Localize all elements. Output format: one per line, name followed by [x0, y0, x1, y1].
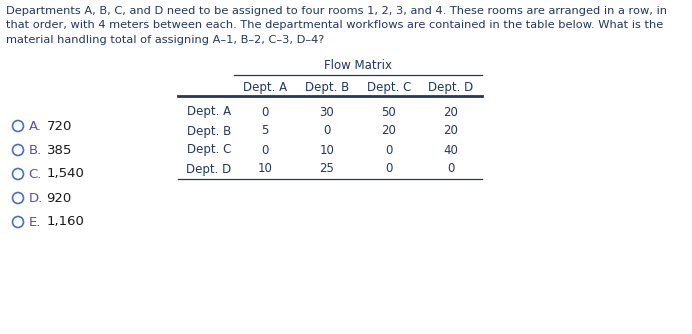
Text: 0: 0 [385, 163, 392, 175]
Text: 1,540: 1,540 [46, 167, 84, 180]
Text: 0: 0 [262, 106, 268, 119]
Text: Dept. D: Dept. D [185, 163, 231, 175]
Text: 5: 5 [262, 125, 268, 138]
Text: 0: 0 [385, 144, 392, 157]
Text: Dept. C: Dept. C [367, 81, 411, 95]
Text: A.: A. [28, 120, 42, 133]
Text: 10: 10 [320, 144, 334, 157]
Text: 385: 385 [46, 144, 72, 157]
Text: Flow Matrix: Flow Matrix [324, 59, 392, 72]
Text: Dept. A: Dept. A [187, 106, 231, 119]
Text: 920: 920 [46, 191, 72, 204]
Text: D.: D. [28, 191, 43, 204]
Text: Dept. A: Dept. A [243, 81, 287, 95]
Text: 40: 40 [444, 144, 458, 157]
Text: 20: 20 [444, 125, 458, 138]
Text: 25: 25 [320, 163, 334, 175]
Text: 0: 0 [323, 125, 331, 138]
Text: 0: 0 [262, 144, 268, 157]
Text: Dept. C: Dept. C [187, 144, 231, 157]
Text: 20: 20 [444, 106, 458, 119]
Text: Dept. B: Dept. B [187, 125, 231, 138]
Text: Dept. B: Dept. B [305, 81, 349, 95]
Text: that order, with 4 meters between each. The departmental workflows are contained: that order, with 4 meters between each. … [6, 20, 663, 30]
Text: B.: B. [28, 144, 42, 157]
Text: 20: 20 [381, 125, 397, 138]
Text: 720: 720 [46, 120, 72, 133]
Text: 10: 10 [257, 163, 273, 175]
Text: Departments A, B, C, and D need to be assigned to four rooms 1, 2, 3, and 4. The: Departments A, B, C, and D need to be as… [6, 6, 667, 16]
Text: 50: 50 [381, 106, 397, 119]
Text: E.: E. [28, 215, 41, 228]
Text: 0: 0 [447, 163, 455, 175]
Text: 30: 30 [320, 106, 334, 119]
Text: Dept. D: Dept. D [428, 81, 473, 95]
Text: C.: C. [28, 167, 42, 180]
Text: material handling total of assigning A–1, B–2, C–3, D–4?: material handling total of assigning A–1… [6, 35, 325, 45]
Text: 1,160: 1,160 [46, 215, 84, 228]
